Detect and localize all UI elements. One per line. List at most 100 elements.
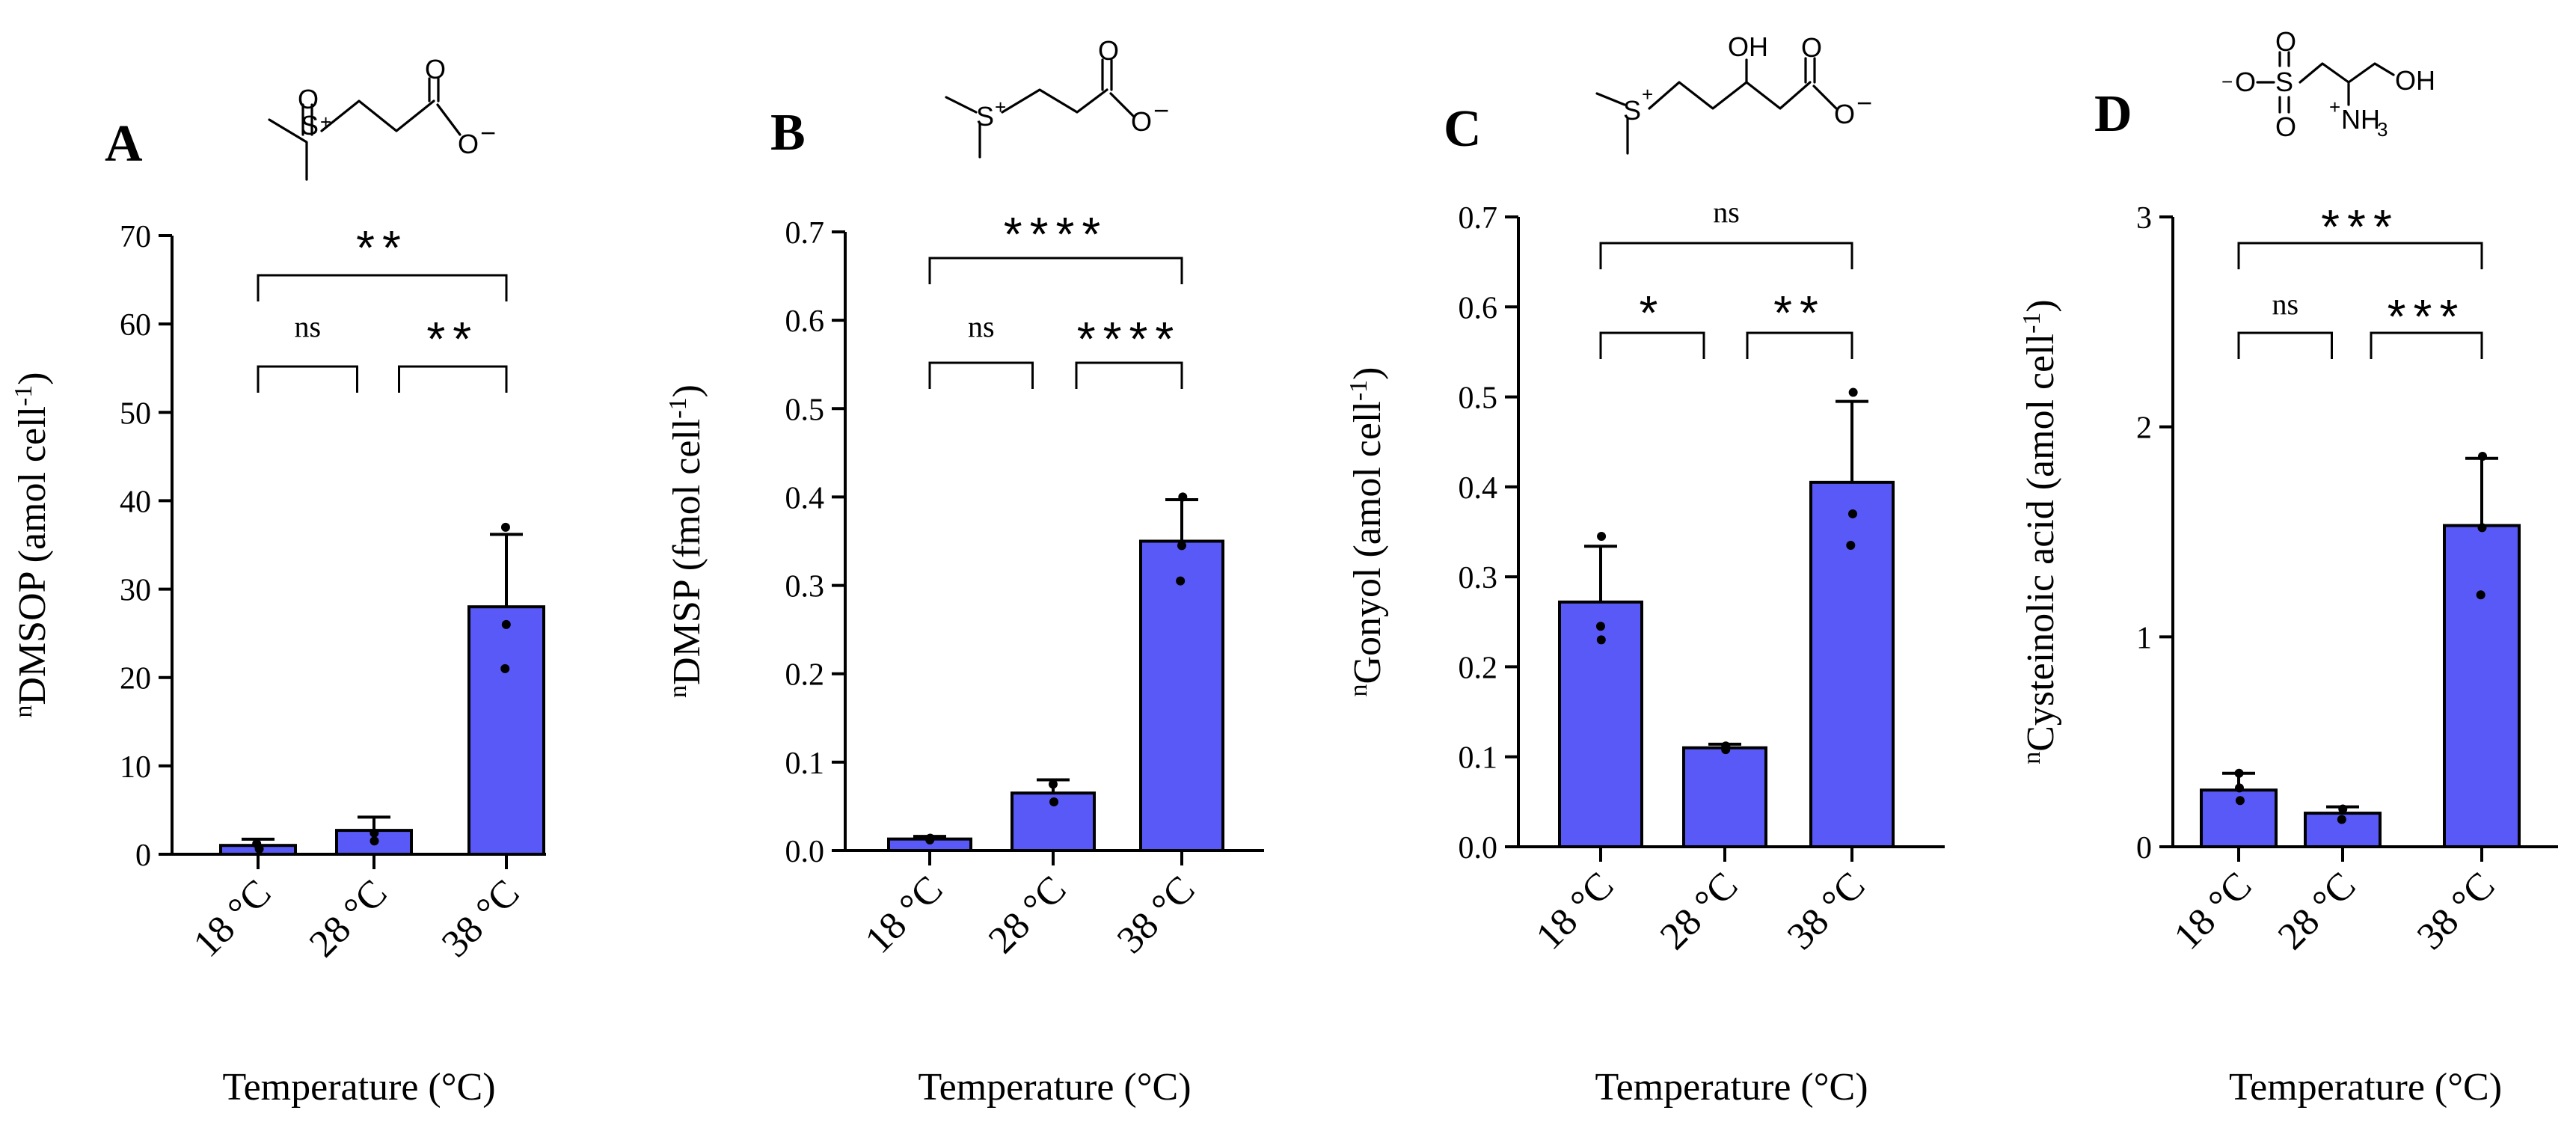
data-point	[370, 836, 379, 845]
cya-minus: −	[2221, 70, 2233, 93]
x-axis-label: Temperature (°C)	[222, 1066, 495, 1109]
cya-o-bottom: O	[2275, 111, 2296, 142]
gonyol-s: S	[1623, 95, 1641, 126]
y-tick-label: 0.0	[1459, 831, 1498, 865]
dmsop-o: O	[298, 84, 319, 114]
data-point	[1049, 779, 1058, 788]
y-tick-label: 70	[120, 220, 151, 254]
cya-plus: +	[2329, 96, 2340, 118]
dmsop-chain	[322, 101, 434, 131]
data-point	[1177, 541, 1186, 550]
gonyol-methyl-1	[1597, 94, 1625, 105]
dmsp-minus: −	[1153, 95, 1169, 126]
dmsop-o2: O	[425, 54, 446, 85]
cya-oh: OH	[2395, 65, 2435, 96]
category-label: 28 °C	[301, 871, 396, 966]
dmsp-plus: +	[995, 96, 1006, 118]
bracket-left	[930, 363, 1033, 389]
y-label-sup: n	[10, 705, 37, 718]
gonyol-plus: +	[1642, 83, 1653, 105]
y-label-exp: -1	[1345, 380, 1373, 401]
data-point	[1721, 741, 1730, 750]
panel-letter-b: B	[770, 104, 806, 162]
gonyol-co-single	[1814, 86, 1836, 108]
y-tick-label: 0.7	[785, 216, 825, 251]
data-point	[369, 829, 378, 838]
cya-chain	[2300, 64, 2393, 82]
data-point	[1597, 635, 1606, 644]
y-label-sup: n	[1345, 684, 1373, 697]
significance-label: **	[426, 312, 479, 366]
gonyol-structure: S + OH O O −	[1597, 31, 1872, 153]
significance-label: **	[356, 221, 408, 275]
y-axis-label: nGonyol (amol cell-1)	[1345, 367, 1390, 696]
y-tick-label: 0.4	[785, 481, 825, 515]
y-tick-label: 0.2	[1459, 651, 1498, 685]
data-point	[2337, 815, 2346, 824]
y-label-main: Cysteinolic acid (amol cell	[2020, 334, 2062, 752]
category-label: 18 °C	[2166, 864, 2260, 958]
panel-letter-d: D	[2094, 85, 2132, 143]
data-point	[1849, 388, 1858, 397]
y-axis-label: nDMSOP (amol cell-1)	[10, 372, 55, 717]
y-tick-label: 30	[120, 574, 151, 608]
cya-o-minus: O	[2235, 67, 2256, 97]
y-label-sup: n	[2018, 752, 2046, 764]
dmsp-chain	[1002, 90, 1107, 112]
cya-nh3-sub: 3	[2377, 118, 2388, 141]
dmsop-o-minus: O	[458, 129, 479, 159]
data-point	[502, 620, 511, 629]
y-tick-label: 0.3	[785, 570, 825, 604]
cya-s: S	[2275, 67, 2293, 97]
dmsp-o-minus: O	[1131, 106, 1152, 137]
bar	[1684, 748, 1766, 847]
y-label-exp: -1	[10, 385, 37, 406]
category-label: 38 °C	[1779, 864, 1874, 958]
data-point	[1846, 541, 1855, 550]
data-point	[2235, 769, 2244, 778]
category-label: 18 °C	[1528, 864, 1622, 958]
dmsop-structure: S + O O O −	[269, 54, 496, 180]
y-tick-label: 0.5	[1459, 381, 1498, 416]
data-point	[2477, 590, 2485, 599]
x-axis-label: Temperature (°C)	[1595, 1066, 1868, 1109]
y-axis-label: nDMSP (fmol cell-1)	[664, 384, 709, 698]
y-tick-label: 0	[2136, 831, 2152, 865]
dmsp-co-single	[1111, 94, 1133, 116]
data-point	[1597, 532, 1606, 541]
y-tick-label: 0.5	[785, 393, 825, 427]
significance-label: *	[1640, 286, 1666, 340]
y-tick-label: 0.6	[785, 304, 825, 339]
data-point	[1176, 577, 1185, 586]
co-single-bond	[438, 105, 460, 135]
category-label: 38 °C	[1109, 868, 1203, 962]
significance-label: ****	[1077, 312, 1182, 366]
y-tick-label: 0	[135, 839, 151, 873]
category-label: 18 °C	[185, 871, 280, 966]
dmsp-s: S	[976, 101, 994, 132]
data-point	[926, 833, 935, 842]
category-label: 18 °C	[857, 868, 951, 962]
category-label: 28 °C	[1652, 864, 1747, 958]
cysteinolic-acid-structure: − O S O O OH + NH 3	[2221, 26, 2435, 142]
data-point	[501, 523, 510, 532]
y-tick-label: 50	[120, 396, 151, 431]
y-axis-label: nCysteinolic acid (amol cell-1)	[2018, 299, 2063, 764]
bracket-left	[258, 367, 358, 393]
gonyol-o-minus: O	[1834, 99, 1855, 129]
y-tick-label: 40	[120, 485, 151, 519]
data-point	[1049, 797, 1058, 806]
y-label-sup: n	[664, 685, 692, 698]
panel-letter-c: C	[1444, 100, 1482, 158]
dmsop-s: S	[301, 110, 319, 141]
data-point	[2477, 523, 2486, 532]
data-point	[1848, 509, 1857, 518]
data-point	[500, 664, 509, 673]
y-label-main: DMSP (fmol cell	[666, 419, 708, 685]
data-point	[2236, 796, 2245, 805]
y-tick-label: 0.3	[1459, 561, 1498, 595]
panel-letter-a: A	[105, 115, 143, 173]
y-label-end: )	[2020, 299, 2062, 312]
gonyol-chain	[1649, 82, 1810, 108]
data-point	[2338, 804, 2347, 813]
